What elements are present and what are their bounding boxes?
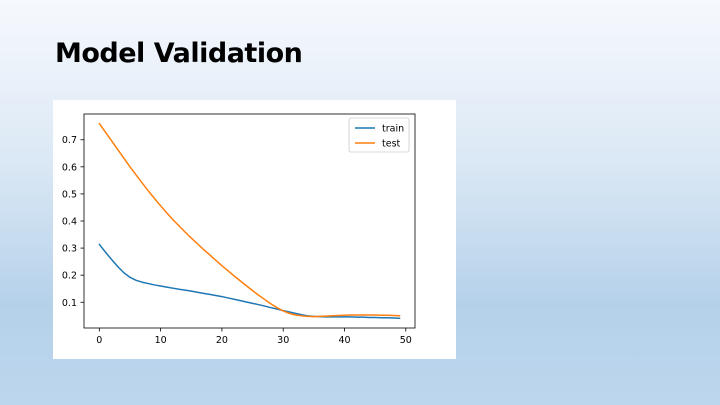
y-tick-label: 0.3	[62, 244, 77, 255]
x-tick-label: 40	[338, 335, 350, 346]
y-tick-label: 0.5	[62, 189, 77, 200]
y-axis: 0.1 0.2 0.3 0.4 0.5 0.6 0.7	[62, 135, 84, 309]
legend: train test	[348, 117, 410, 153]
y-tick-label: 0.6	[62, 162, 77, 173]
series-line-test	[98, 122, 401, 318]
series-line-train	[98, 243, 401, 319]
series-layer	[98, 122, 401, 319]
x-tick-label: 10	[155, 335, 167, 346]
y-tick-label: 0.1	[62, 298, 77, 309]
x-axis: 0 10 20 30 40 50	[96, 328, 412, 346]
x-tick-label: 0	[96, 335, 102, 346]
legend-label-train: train	[382, 124, 404, 135]
y-tick-label: 0.7	[62, 135, 77, 146]
legend-label-test: test	[382, 139, 401, 150]
x-tick-label: 20	[216, 335, 228, 346]
x-tick-label: 50	[400, 335, 412, 346]
y-tick-label: 0.4	[62, 217, 77, 228]
x-tick-label: 30	[277, 335, 289, 346]
y-tick-label: 0.2	[62, 271, 77, 282]
slide-title: Model Validation	[55, 38, 303, 69]
loss-chart: 0 10 20 30 40 50 0.10.20.30.40.50.60.7 traint…	[62, 113, 416, 346]
chart-panel: 0 10 20 30 40 50 0.1 0.2 0.3 0.4 0.5 0.6 0.7 train t…	[53, 100, 456, 359]
